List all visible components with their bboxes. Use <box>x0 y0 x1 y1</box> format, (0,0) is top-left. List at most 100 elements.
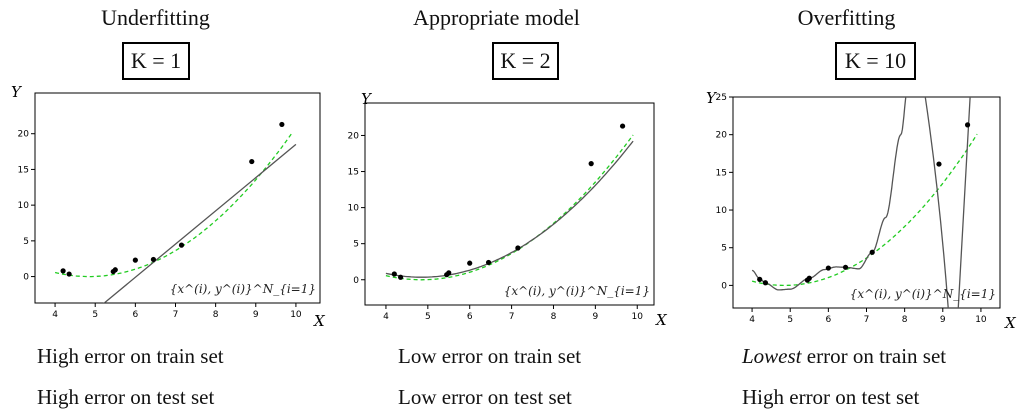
test-error-caption: High error on test set <box>742 385 920 409</box>
x-tick-label: 8 <box>902 315 908 325</box>
y-tick-label: 0 <box>23 273 29 283</box>
underfitting-chart: 4 5 6 7 8 9 10 0 5 10 15 20 Y X {x^(i), y^(i)}^N_{i=1} <box>11 83 326 330</box>
data-point <box>762 280 769 286</box>
x-axis-label: X <box>1004 314 1017 332</box>
appropriate-model-chart: 4 5 6 7 8 9 10 0 5 10 15 20 Y X {x^(i), y^(i)}^N_{i=1} <box>348 90 668 329</box>
panel-appropriate: Appropriate model K = 2 4 5 6 7 8 9 10 0 5 10 15 20… <box>341 0 682 417</box>
data-point <box>391 271 397 277</box>
y-tick-label: 15 <box>716 168 727 178</box>
x-axis-label: X <box>655 311 668 329</box>
train-error-caption: Low error on train set <box>398 344 581 369</box>
plot-area <box>751 97 978 308</box>
data-point <box>66 271 72 277</box>
data-point <box>279 121 285 128</box>
data-point <box>467 260 473 266</box>
panel-underfitting: Underfitting K = 1 4 5 6 7 8 9 10 0 5 10 15 20 Y X {x^… <box>0 0 341 417</box>
data-point <box>112 267 118 273</box>
data-point <box>446 270 452 276</box>
x-tick-label: 4 <box>383 312 389 322</box>
caption-emphasis: Lowest <box>742 344 802 368</box>
panel-title: Appropriate model <box>413 5 580 30</box>
y-tick-label: 10 <box>18 201 30 211</box>
y-tick-label: 5 <box>23 237 29 247</box>
y-tick-label: 25 <box>716 93 727 103</box>
data-point <box>869 249 875 255</box>
plot-area <box>385 123 634 281</box>
x-tick-label: 8 <box>551 312 557 322</box>
y-tick-label: 20 <box>18 130 30 140</box>
data-point <box>398 274 404 280</box>
y-tick-label: 10 <box>716 206 728 216</box>
x-tick-label: 4 <box>749 315 755 325</box>
x-tick-label: 9 <box>592 312 598 322</box>
fitted-model-curve <box>103 143 297 303</box>
x-tick-label: 10 <box>290 310 302 320</box>
train-error-caption: Lowest error on train set <box>742 344 946 369</box>
plot-area <box>54 121 297 303</box>
data-point <box>150 256 157 263</box>
x-tick-label: 6 <box>132 310 138 320</box>
data-point <box>757 276 763 282</box>
caption-text: error on train set <box>801 344 947 368</box>
x-tick-label: 7 <box>509 312 515 322</box>
dataset-annotation: {x^(i), y^(i)}^N_{i=1} <box>850 287 996 301</box>
train-error-caption: High error on train set <box>37 344 224 369</box>
true-function-curve <box>751 133 978 287</box>
caption-text: Low error on train set <box>398 344 582 368</box>
test-error-caption: High error on test set <box>37 385 215 409</box>
x-tick-label: 7 <box>864 315 870 325</box>
x-tick-label: 5 <box>92 310 98 320</box>
y-tick-label: 10 <box>348 204 360 214</box>
x-tick-label: 5 <box>787 315 793 325</box>
k-value-box: K = 10 <box>835 42 916 80</box>
x-tick-label: 7 <box>173 310 179 320</box>
dataset-annotation: {x^(i), y^(i)}^N_{i=1} <box>504 284 650 298</box>
x-tick-label: 5 <box>425 312 431 322</box>
y-tick-label: 15 <box>348 168 359 178</box>
data-point <box>249 158 255 165</box>
data-point <box>132 257 138 263</box>
panel-overfitting: Overfitting K = 10 4 5 6 7 8 9 10 0 5 10 15 20 25 Y X {… <box>682 0 1023 417</box>
y-axis-label: Y <box>706 89 718 107</box>
y-tick-label: 15 <box>18 165 29 175</box>
x-tick-label: 4 <box>52 310 58 320</box>
caption-text: High error on train set <box>37 344 224 368</box>
panel-title: Overfitting <box>797 5 896 30</box>
x-tick-label: 10 <box>975 315 987 325</box>
data-point <box>825 265 831 271</box>
y-tick-label: 0 <box>721 281 727 291</box>
data-point <box>60 268 66 274</box>
k-value-box: K = 1 <box>122 42 190 80</box>
panel-title: Underfitting <box>101 5 210 30</box>
x-tick-label: 6 <box>467 312 473 322</box>
dataset-annotation: {x^(i), y^(i)}^N_{i=1} <box>170 282 316 296</box>
y-tick-label: 5 <box>721 244 727 254</box>
x-tick-label: 9 <box>253 310 259 320</box>
x-tick-label: 6 <box>825 315 831 325</box>
x-axis-label: X <box>313 312 326 330</box>
k-value-box: K = 2 <box>492 42 559 80</box>
true-function-curve <box>54 132 293 278</box>
y-tick-label: 0 <box>353 276 359 286</box>
fitted-model-curve <box>751 97 971 308</box>
y-tick-label: 20 <box>348 131 360 141</box>
fitted-model-curve <box>385 140 634 278</box>
test-error-caption: Low error on test set <box>398 385 572 409</box>
data-point <box>619 123 626 129</box>
x-tick-label: 9 <box>940 315 946 325</box>
y-axis-label: Y <box>361 90 373 108</box>
overfitting-chart: 4 5 6 7 8 9 10 0 5 10 15 20 25Y X {x^(i), y^(i)}^N_{i=… <box>706 89 1017 332</box>
plot-frame <box>364 102 655 306</box>
data-point <box>515 245 521 251</box>
plot-frame <box>34 92 321 304</box>
data-point <box>842 264 849 270</box>
data-point <box>485 259 492 266</box>
y-tick-label: 20 <box>716 131 728 141</box>
x-tick-label: 10 <box>632 312 644 322</box>
data-point <box>588 161 594 167</box>
data-point <box>964 122 971 128</box>
y-tick-label: 5 <box>353 240 359 250</box>
y-axis-label: Y <box>11 83 23 101</box>
x-tick-label: 8 <box>213 310 219 320</box>
true-function-curve <box>385 134 634 281</box>
